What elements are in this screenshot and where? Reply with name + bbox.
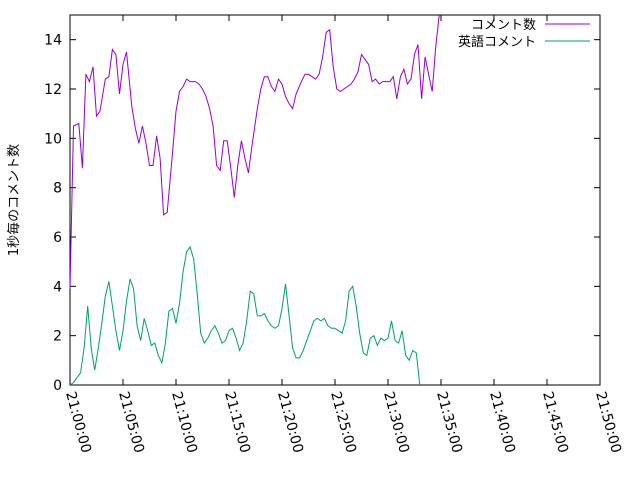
x-tick-label: 21:30:00 [380,390,412,455]
x-tick-label: 21:40:00 [486,390,518,455]
series-line-1 [69,14,440,289]
series-line-2 [69,245,421,386]
x-tick-label: 21:10:00 [168,390,200,455]
x-tick-label: 21:25:00 [327,390,359,455]
y-tick-label: 14 [44,33,62,49]
y-tick-label: 8 [53,181,62,197]
series-layer [69,14,440,386]
legend-label-1: コメント数 [471,18,536,33]
y-tick-label: 12 [44,82,62,98]
y-tick-label: 0 [53,378,62,394]
x-tick-label: 21:05:00 [115,390,147,455]
x-tick-label: 21:45:00 [539,390,571,455]
x-tick-label: 21:35:00 [433,390,465,455]
x-tick-label: 21:00:00 [62,390,94,455]
y-tick-label: 2 [53,329,62,345]
y-tick-label: 4 [53,279,62,295]
x-tick-label: 21:50:00 [592,390,624,455]
x-tick-label: 21:20:00 [274,390,306,455]
x-tick-label: 21:15:00 [221,390,253,455]
y-tick-label: 6 [53,230,62,246]
legend-label-2: 英語コメント [458,34,536,50]
y-tick-label: 10 [44,131,62,147]
plot-frame [69,14,601,386]
y-axis-ticks: 0 2 4 6 8 10 12 14 [44,33,600,394]
y-axis-label: 1秒毎のコメント数 [6,144,22,256]
x-axis-ticks: 21:00:00 21:05:00 21:10:00 21:15:00 21:20:00… [62,15,624,455]
